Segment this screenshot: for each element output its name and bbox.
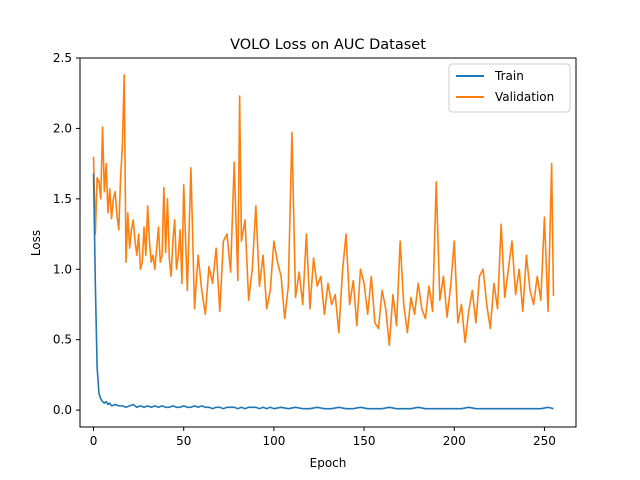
y-tick-label: 0.0 xyxy=(53,403,72,417)
axes-frame xyxy=(79,57,577,428)
y-tick-label: 0.5 xyxy=(53,333,72,347)
y-tick-label: 1.0 xyxy=(53,262,72,276)
x-tick-label: 250 xyxy=(533,434,556,448)
chart-title: VOLO Loss on AUC Dataset xyxy=(230,37,426,53)
y-tick-label: 2.0 xyxy=(53,121,72,135)
x-tick-label: 200 xyxy=(443,434,466,448)
x-tick-label: 50 xyxy=(176,434,191,448)
x-tick-label: 150 xyxy=(353,434,376,448)
x-axis: 0 50 100 150 200 250 xyxy=(90,427,556,448)
series-line-train xyxy=(92,173,554,410)
y-tick-label: 1.5 xyxy=(53,192,72,206)
legend-label-train: Train xyxy=(494,69,524,83)
legend-label-validation: Validation xyxy=(495,90,554,104)
y-axis: 0.0 0.5 1.0 1.5 2.0 2.5 xyxy=(53,51,80,417)
x-tick-label: 0 xyxy=(90,434,98,448)
legend: Train Validation xyxy=(448,63,571,113)
y-tick-label: 2.5 xyxy=(53,51,72,65)
y-axis-title: Loss xyxy=(29,230,43,256)
plot-area xyxy=(92,74,555,410)
series-line-validation xyxy=(92,74,555,347)
x-tick-label: 100 xyxy=(262,434,285,448)
x-axis-title: Epoch xyxy=(310,456,347,470)
